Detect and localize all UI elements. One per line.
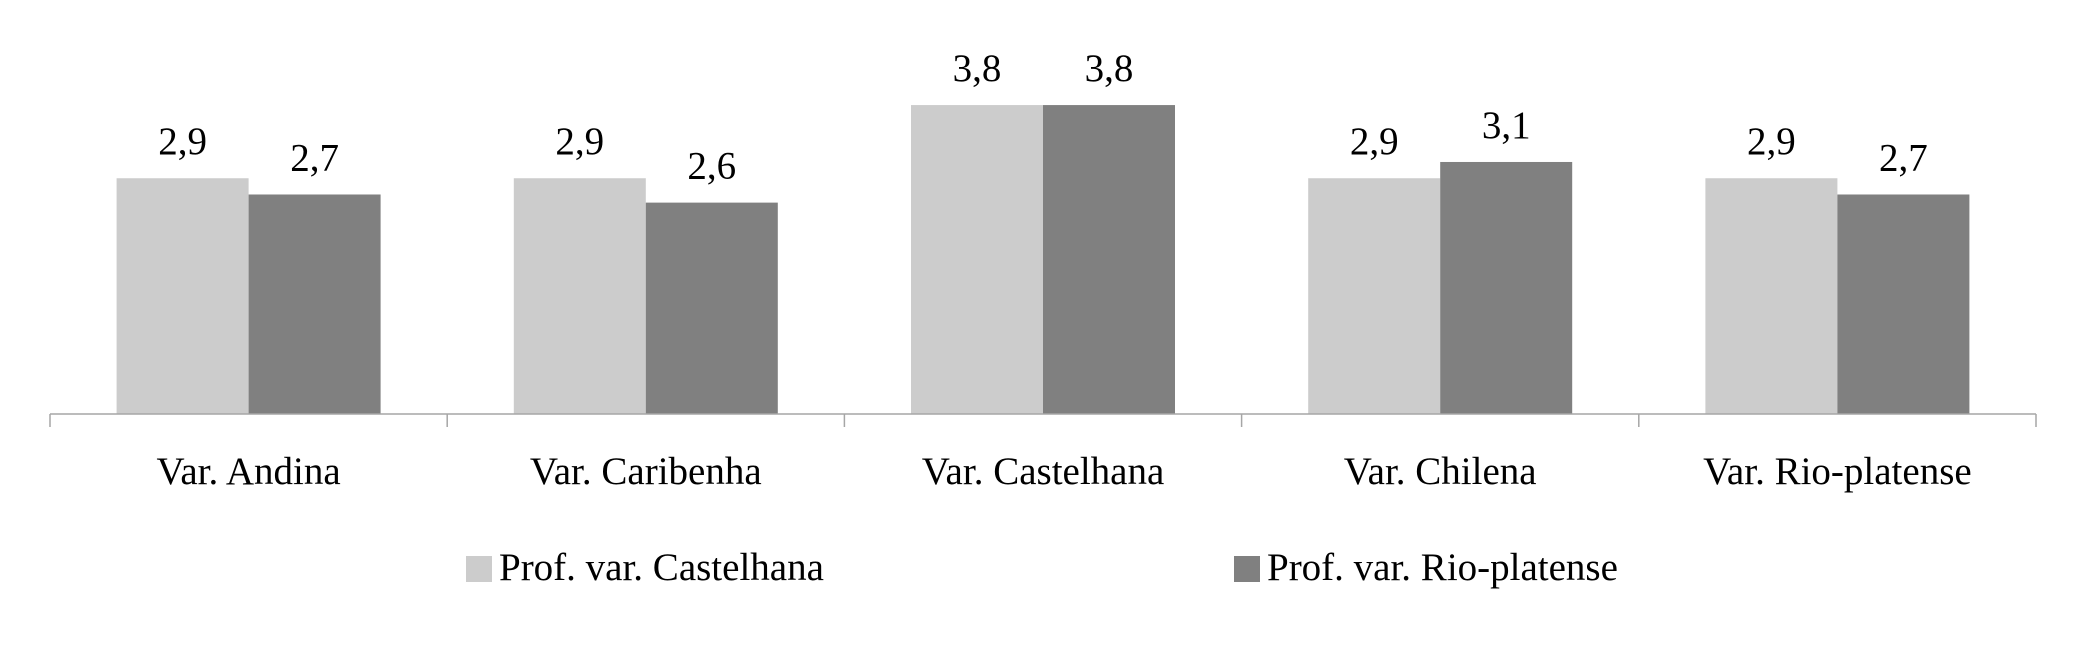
data-label-castelhana-1: 2,9 — [158, 120, 207, 163]
bar-rio-platense-1 — [248, 194, 381, 414]
bar-rio-platense-4 — [1440, 161, 1573, 414]
x-tick-label-1: Var. Andina — [157, 450, 341, 493]
x-axis — [49, 413, 2037, 427]
data-label-rio-platense-1: 2,7 — [290, 136, 339, 179]
bar-castelhana-2 — [513, 178, 646, 414]
bars — [116, 105, 1970, 414]
x-tick-label-2: Var. Caribenha — [530, 450, 762, 493]
data-label-rio-platense-5: 2,7 — [1879, 136, 1928, 179]
legend-label-2: Prof. var. Rio-platense — [1267, 546, 1618, 589]
legend: Prof. var. Castelhana Prof. var. Rio-plat… — [466, 546, 1618, 589]
bar-castelhana-1 — [116, 178, 249, 414]
bar-castelhana-4 — [1308, 178, 1441, 414]
legend-swatch-1 — [466, 556, 492, 582]
legend-label-1: Prof. var. Castelhana — [499, 546, 824, 589]
data-label-castelhana-4: 2,9 — [1350, 120, 1399, 163]
x-tick-label-4: Var. Chilena — [1344, 450, 1537, 493]
x-tick-label-5: Var. Rio-platense — [1703, 450, 1972, 493]
bar-rio-platense-3 — [1043, 105, 1175, 414]
data-label-rio-platense-3: 3,8 — [1085, 47, 1134, 90]
data-label-rio-platense-4: 3,1 — [1482, 104, 1531, 147]
data-label-rio-platense-2: 2,6 — [687, 145, 736, 188]
data-labels: 2,9 2,7 2,9 2,6 3,8 3,8 2,9 3,1 2,9 2,7 — [158, 47, 1928, 188]
data-label-castelhana-5: 2,9 — [1747, 120, 1796, 163]
data-label-castelhana-2: 2,9 — [555, 120, 604, 163]
bar-castelhana-5 — [1705, 178, 1838, 414]
legend-swatch-2 — [1234, 556, 1260, 582]
bar-castelhana-3 — [911, 105, 1043, 414]
data-label-castelhana-3: 3,8 — [953, 47, 1002, 90]
bar-rio-platense-5 — [1837, 194, 1970, 414]
x-axis-tick-labels: Var. Andina Var. Caribenha Var. Castelhana… — [157, 450, 1972, 493]
x-tick-label-3: Var. Castelhana — [922, 450, 1165, 493]
bar-rio-platense-2 — [645, 202, 778, 414]
